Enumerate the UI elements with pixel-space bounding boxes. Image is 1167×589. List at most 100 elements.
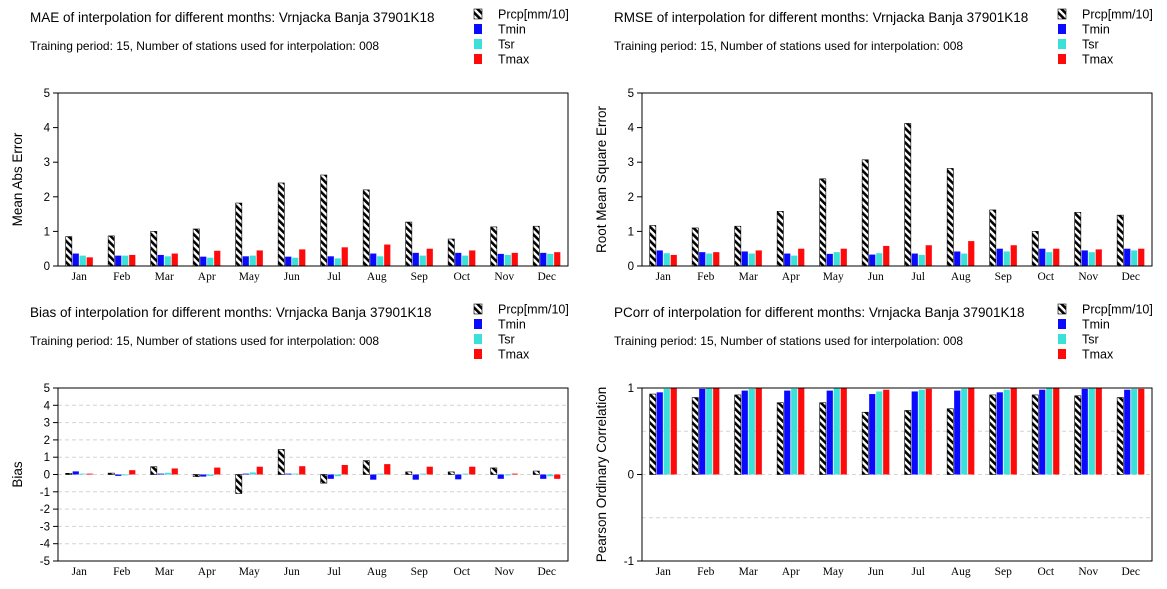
bar-tmin-jul xyxy=(327,256,334,266)
bar-tmax-dec xyxy=(1138,388,1145,475)
bar-prcp-jun xyxy=(277,449,285,475)
bar-tmax-nov xyxy=(1095,388,1102,475)
bar-tmin-may xyxy=(242,256,249,266)
bar-tsr-dec xyxy=(547,253,554,266)
x-tick-label: Nov xyxy=(494,566,514,578)
bar-tmin-apr xyxy=(784,253,791,266)
x-tick-label: Jul xyxy=(912,271,925,283)
bar-prcp-aug xyxy=(362,460,370,475)
bar-tmin-aug xyxy=(954,251,961,266)
legend-label-tmax: Tmax xyxy=(1082,348,1114,362)
x-tick-label: Apr xyxy=(198,566,216,578)
bar-tsr-jan xyxy=(79,473,86,475)
bar-prcp-may xyxy=(819,402,827,475)
bar-tmin-sep xyxy=(996,248,1003,266)
bar-tmin-feb xyxy=(699,252,706,266)
bar-tmin-jun xyxy=(285,473,292,475)
legend-label-tsr: Tsr xyxy=(498,38,515,52)
x-tick-label: Mar xyxy=(739,271,758,283)
bar-prcp-feb xyxy=(691,227,699,267)
bar-tmin-nov xyxy=(497,474,504,479)
y-tick-label: 0 xyxy=(44,470,50,482)
bar-tmin-dec xyxy=(1124,389,1131,475)
bar-tsr-jan xyxy=(79,255,86,266)
bar-tmin-nov xyxy=(497,253,504,266)
bar-tmax-jun xyxy=(883,389,890,475)
bar-prcp-apr xyxy=(192,474,200,477)
y-tick-label: -3 xyxy=(40,521,50,533)
legend-swatch-tsr xyxy=(1058,39,1066,49)
bar-tmin-oct xyxy=(1039,389,1046,475)
mae-chart-panel: MAE of interpolation for different month… xyxy=(0,0,583,294)
bar-prcp-may xyxy=(819,178,827,267)
bar-tsr-jun xyxy=(292,257,299,266)
legend-swatch-tmax xyxy=(1058,54,1066,64)
bar-tmin-oct xyxy=(455,252,462,266)
bar-tmax-jul xyxy=(925,245,932,266)
bar-prcp-sep xyxy=(405,221,413,267)
legend-swatch-tmin xyxy=(1058,24,1066,34)
x-tick-label: Nov xyxy=(1078,566,1098,578)
x-tick-label: Jun xyxy=(284,566,300,578)
bar-prcp-feb xyxy=(107,472,115,475)
legend-label-tmax: Tmax xyxy=(498,348,530,362)
legend-swatch-prcp xyxy=(473,303,483,315)
bar-prcp-jan xyxy=(649,393,657,475)
bar-tmax-sep xyxy=(426,248,433,266)
bar-prcp-sep xyxy=(405,471,413,475)
bar-tmin-apr xyxy=(200,474,207,477)
x-tick-label: May xyxy=(823,271,844,283)
legend-label-prcp: Prcp[mm/10] xyxy=(498,8,569,22)
bar-tmin-jan xyxy=(72,471,79,475)
x-tick-label: Mar xyxy=(739,566,758,578)
x-tick-label: Mar xyxy=(155,566,174,578)
y-tick-label: -5 xyxy=(40,556,50,568)
bar-tmin-oct xyxy=(1039,248,1046,266)
bar-prcp-jan xyxy=(65,472,73,475)
bar-tmax-aug xyxy=(968,388,975,475)
y-axis-label: Root Mean Square Error xyxy=(594,105,609,253)
bar-tmin-jul xyxy=(911,391,918,475)
bar-prcp-jul xyxy=(904,123,912,267)
bar-tmin-jul xyxy=(911,253,918,266)
x-tick-label: Aug xyxy=(951,566,971,578)
bar-tmin-jan xyxy=(656,392,663,475)
x-tick-label: Apr xyxy=(782,271,800,283)
bar-tsr-may xyxy=(833,252,840,266)
x-tick-label: Jan xyxy=(72,566,88,578)
bar-tmax-jul xyxy=(341,464,348,475)
bar-tmax-aug xyxy=(384,244,391,266)
bar-tmax-feb xyxy=(713,388,720,475)
bar-prcp-oct xyxy=(1031,231,1039,267)
x-tick-label: Feb xyxy=(697,271,715,283)
bar-tmax-jan xyxy=(670,254,677,266)
bar-prcp-nov xyxy=(1074,212,1082,267)
bar-prcp-jun xyxy=(277,182,285,267)
bar-tmax-dec xyxy=(1138,248,1145,266)
bar-tmin-mar xyxy=(157,254,164,266)
legend-swatch-tsr xyxy=(1058,334,1066,344)
legend-swatch-tsr xyxy=(474,334,482,344)
bar-tmin-apr xyxy=(784,390,791,475)
bar-tsr-may xyxy=(249,255,256,266)
bar-tmax-jun xyxy=(299,466,306,475)
bar-tmax-jan xyxy=(670,388,677,475)
legend-swatch-tmax xyxy=(1058,349,1066,359)
bar-tmin-dec xyxy=(540,252,547,266)
y-tick-label: 5 xyxy=(44,88,50,100)
bar-tmax-oct xyxy=(1053,248,1060,266)
bar-prcp-dec xyxy=(1116,397,1124,475)
y-tick-label: 2 xyxy=(628,192,634,204)
bar-tsr-dec xyxy=(547,474,554,477)
bar-tsr-nov xyxy=(504,474,511,476)
x-tick-label: Aug xyxy=(367,271,387,283)
y-tick-label: -2 xyxy=(40,504,50,516)
bar-prcp-jul xyxy=(320,174,328,267)
bar-tmax-apr xyxy=(214,250,221,266)
y-axis-label: Pearson Ordinary Correlation xyxy=(594,387,609,563)
x-tick-label: Nov xyxy=(494,271,514,283)
x-tick-label: Oct xyxy=(1037,566,1054,578)
bar-tsr-apr xyxy=(791,388,798,475)
bar-tsr-feb xyxy=(706,388,713,475)
bar-tmax-nov xyxy=(1095,249,1102,266)
